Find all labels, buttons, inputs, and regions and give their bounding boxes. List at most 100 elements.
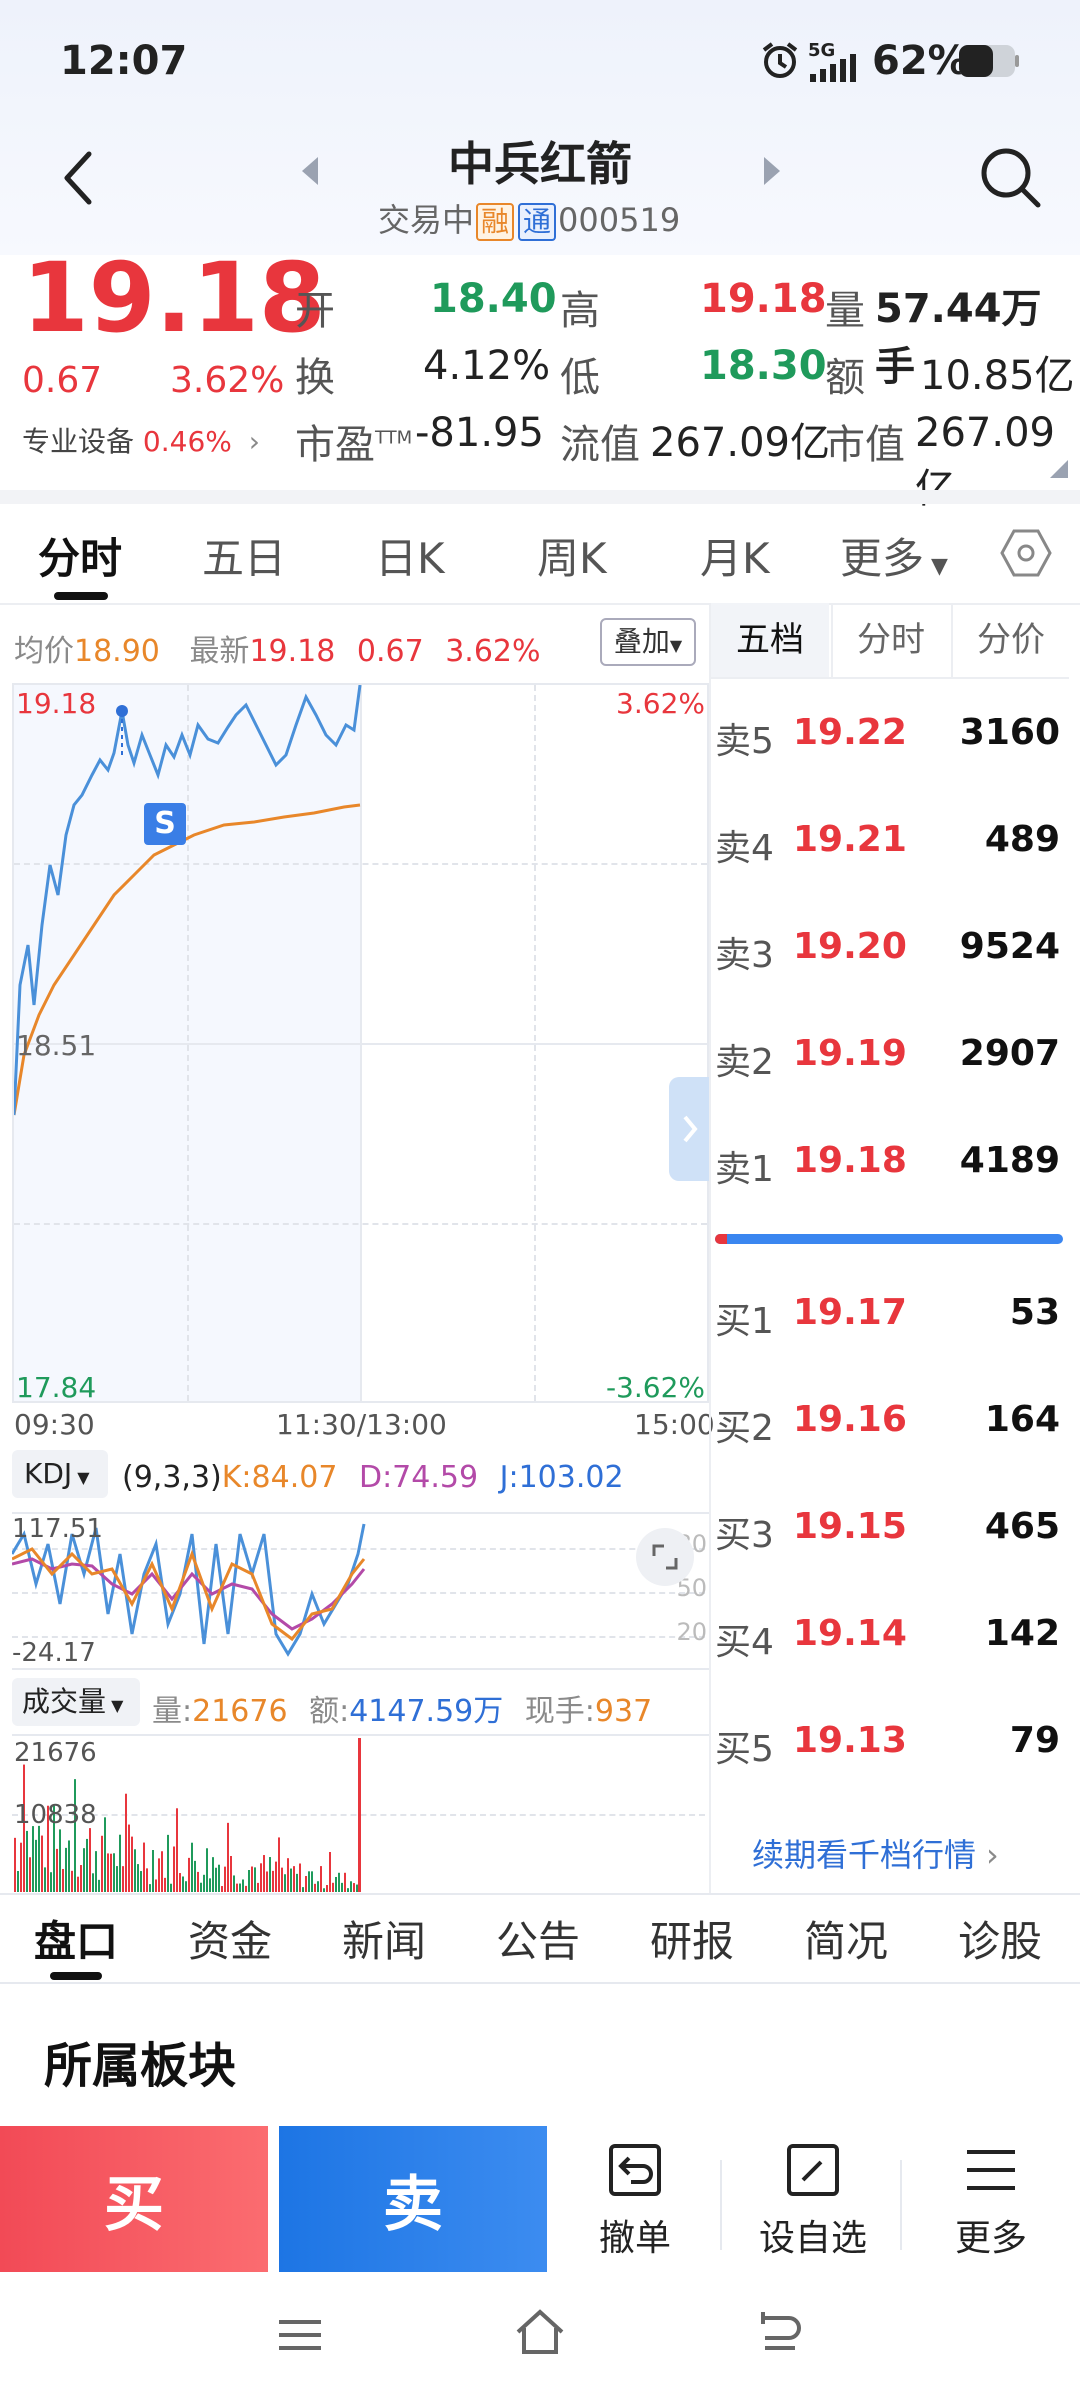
volume-bar <box>356 1884 358 1892</box>
tab-price-dist[interactable]: 分价 <box>951 603 1069 677</box>
kdj-level-20: 20 <box>676 1618 707 1646</box>
home-icon[interactable] <box>512 2304 568 2360</box>
volume-bar <box>293 1866 295 1892</box>
tab-ticks[interactable]: 分时 <box>831 603 949 677</box>
bid-row-3[interactable]: 买3 19.15 465 <box>715 1506 1060 1556</box>
expand-corner-icon[interactable] <box>1050 460 1068 478</box>
ask-row-4[interactable]: 卖4 19.21 489 <box>715 819 1060 869</box>
tab-monthly-k[interactable]: 月K <box>700 534 770 583</box>
bid-row-2[interactable]: 买2 19.16 164 <box>715 1399 1060 1449</box>
intraday-chart[interactable]: S 19.18 18.51 17.84 3.62% -3.62% <box>12 683 709 1404</box>
pct-axis-bottom: -3.62% <box>605 1371 705 1404</box>
last-label: 最新 <box>189 634 250 669</box>
kdj-j-line <box>12 1523 366 1657</box>
buy-button[interactable]: 买 <box>0 2126 268 2272</box>
add-watchlist-button[interactable]: 设自选 <box>738 2140 888 2261</box>
edit-icon <box>787 2144 839 2196</box>
volume-selector[interactable]: 成交量 ▼ <box>12 1678 140 1726</box>
buy-sell-ratio-bar <box>715 1234 1063 1244</box>
prev-stock-icon[interactable] <box>298 155 322 187</box>
y-axis-mid: 18.51 <box>16 1029 97 1062</box>
volume-chart[interactable]: 21676 10838 <box>12 1734 709 1892</box>
kdj-axis-bottom: -24.17 <box>12 1638 96 1668</box>
bid-row-1[interactable]: 买1 19.17 53 <box>715 1292 1060 1342</box>
volume-bar <box>116 1866 118 1892</box>
tab-profile[interactable]: 简况 <box>804 1917 889 1966</box>
signal-marker[interactable]: S <box>144 803 186 845</box>
network-type: 5G <box>808 40 836 61</box>
avg-value: 18.90 <box>74 634 160 669</box>
volume-bar <box>206 1848 208 1892</box>
overlay-button[interactable]: 叠加▼ <box>600 618 696 666</box>
grid-line <box>534 685 536 1401</box>
tab-weekly-k[interactable]: 周K <box>537 534 607 583</box>
trading-status: 交易中 <box>378 201 475 239</box>
volume-bar <box>113 1853 115 1892</box>
volume-bar <box>215 1867 217 1892</box>
tab-announcements[interactable]: 公告 <box>496 1917 581 1966</box>
settings-hexagon-icon[interactable] <box>1000 528 1052 578</box>
more-button[interactable]: 更多 <box>916 2140 1066 2261</box>
full-depth-link[interactable]: 续期看千档行情 › <box>752 1836 999 1874</box>
volume-bar <box>176 1808 178 1892</box>
tab-order-book[interactable]: 盘口 <box>34 1917 119 1966</box>
status-time: 12:07 <box>60 38 188 84</box>
stock-subtitle: 交易中融通 000519 <box>378 195 680 241</box>
cancel-order-button[interactable]: 撤单 <box>560 2140 710 2261</box>
next-stock-icon[interactable] <box>760 155 784 187</box>
chevron-right-icon: › <box>248 425 260 458</box>
kdj-j: J:103.02 <box>499 1460 624 1495</box>
volume-bar <box>182 1876 184 1892</box>
pe-label: 市盈TTM <box>295 422 413 468</box>
tab-five-levels[interactable]: 五档 <box>711 603 829 677</box>
volume-bar <box>323 1888 325 1892</box>
volume-bar <box>326 1885 328 1892</box>
kdj-chart[interactable]: 117.51 -24.17 80 50 20 <box>12 1512 709 1670</box>
indicator-selector[interactable]: KDJ ▼ <box>12 1450 108 1498</box>
volume-bar <box>131 1836 133 1892</box>
orderbook-toggle[interactable] <box>669 1077 709 1181</box>
tab-intraday[interactable]: 分时 <box>38 534 123 583</box>
float-cap-value: 267.09亿 <box>650 420 830 466</box>
tab-research[interactable]: 研报 <box>650 1917 735 1966</box>
connect-tag: 通 <box>518 203 557 241</box>
sector-link[interactable]: 专业设备 0.46% › <box>22 420 260 460</box>
recent-apps-icon[interactable] <box>275 2310 325 2360</box>
ask-row-3[interactable]: 卖3 19.20 9524 <box>715 926 1060 976</box>
volume-bar <box>128 1824 130 1892</box>
nav-back-icon[interactable] <box>755 2308 805 2358</box>
ask-row-5[interactable]: 卖5 19.22 3160 <box>715 712 1060 762</box>
section-divider <box>0 490 1080 504</box>
add-watchlist-label: 设自选 <box>758 2218 867 2259</box>
battery-percent: 62% <box>872 38 968 84</box>
volume-bar <box>41 1835 43 1892</box>
back-icon[interactable] <box>55 148 105 208</box>
volume-bar <box>185 1881 187 1892</box>
bid-row-5[interactable]: 买5 19.13 79 <box>715 1720 1060 1770</box>
kdj-k: K:84.07 <box>221 1460 338 1495</box>
price-change-pct: 3.62% <box>170 360 285 401</box>
volume-bar <box>212 1857 214 1892</box>
volume-bar <box>245 1885 247 1892</box>
tab-capital-flow[interactable]: 资金 <box>188 1917 273 1966</box>
last-change-pct: 3.62% <box>445 634 541 669</box>
bid-row-4[interactable]: 买4 19.14 142 <box>715 1613 1060 1663</box>
tab-diagnosis[interactable]: 诊股 <box>958 1917 1043 1966</box>
ask-row-1[interactable]: 卖1 19.18 4189 <box>715 1140 1060 1190</box>
volume-bar <box>188 1857 190 1892</box>
fullscreen-icon[interactable] <box>636 1528 694 1586</box>
tab-more[interactable]: 更多 ▼ <box>840 534 948 583</box>
tab-news[interactable]: 新闻 <box>342 1917 427 1966</box>
turnover-value: 4.12% <box>423 343 551 389</box>
tab-daily-k[interactable]: 日K <box>375 534 445 583</box>
ask-row-2[interactable]: 卖2 19.19 2907 <box>715 1033 1060 1083</box>
volume-bar <box>98 1879 100 1892</box>
sell-button[interactable]: 卖 <box>279 2126 547 2272</box>
volume-bar <box>290 1868 292 1892</box>
volume-bar <box>320 1866 322 1892</box>
search-icon[interactable] <box>978 145 1044 211</box>
volume-bar <box>125 1793 127 1892</box>
high-value: 19.18 <box>700 276 827 322</box>
amount-label: 额 <box>825 355 865 401</box>
tab-five-day[interactable]: 五日 <box>202 534 287 583</box>
